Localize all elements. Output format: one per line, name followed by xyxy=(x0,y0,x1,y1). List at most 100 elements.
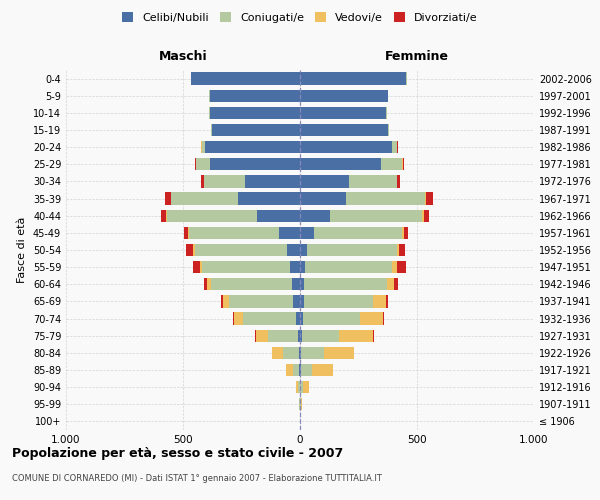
Bar xyxy=(400,244,404,256)
Bar xyxy=(300,192,346,204)
Bar xyxy=(299,364,300,376)
Bar xyxy=(194,244,287,256)
Bar xyxy=(238,192,300,204)
Bar xyxy=(204,176,245,188)
Bar xyxy=(302,330,339,342)
Bar xyxy=(394,278,398,290)
Text: Popolazione per età, sesso e stato civile - 2007: Popolazione per età, sesso e stato civil… xyxy=(12,448,343,460)
Bar xyxy=(397,176,400,188)
Bar xyxy=(307,244,397,256)
Bar xyxy=(339,330,373,342)
Bar xyxy=(330,210,422,222)
Bar xyxy=(304,296,373,308)
Bar xyxy=(200,261,202,274)
Bar xyxy=(287,244,300,256)
Bar xyxy=(296,381,298,394)
Bar xyxy=(300,176,349,188)
Bar xyxy=(167,210,257,222)
Bar xyxy=(402,158,403,170)
Bar xyxy=(189,226,279,239)
Bar xyxy=(304,278,387,290)
Bar xyxy=(205,141,300,154)
Bar xyxy=(193,261,200,274)
Bar xyxy=(223,296,229,308)
Bar xyxy=(300,244,307,256)
Bar xyxy=(186,244,193,256)
Text: Maschi: Maschi xyxy=(158,50,208,63)
Bar xyxy=(293,364,299,376)
Bar xyxy=(303,312,360,324)
Bar xyxy=(387,278,394,290)
Bar xyxy=(166,192,170,204)
Text: Femmine: Femmine xyxy=(385,50,449,63)
Bar xyxy=(386,106,387,119)
Bar xyxy=(211,278,292,290)
Bar xyxy=(300,312,303,324)
Bar xyxy=(373,296,386,308)
Bar xyxy=(426,192,433,204)
Bar xyxy=(382,158,402,170)
Bar xyxy=(397,261,406,274)
Bar xyxy=(383,312,384,324)
Bar xyxy=(283,346,299,359)
Bar xyxy=(296,312,300,324)
Bar xyxy=(388,124,389,136)
Bar xyxy=(272,346,283,359)
Bar xyxy=(166,210,167,222)
Bar xyxy=(293,296,300,308)
Bar xyxy=(404,226,408,239)
Bar xyxy=(170,192,172,204)
Bar xyxy=(209,106,210,119)
Bar xyxy=(301,364,312,376)
Bar xyxy=(301,346,324,359)
Bar xyxy=(300,261,305,274)
Bar xyxy=(202,141,205,154)
Bar xyxy=(210,158,300,170)
Bar xyxy=(422,210,424,222)
Bar xyxy=(300,158,382,170)
Bar xyxy=(300,141,392,154)
Bar xyxy=(312,364,332,376)
Bar xyxy=(346,192,425,204)
Bar xyxy=(300,210,330,222)
Bar xyxy=(402,226,404,239)
Bar xyxy=(301,381,303,394)
Bar xyxy=(204,278,207,290)
Bar xyxy=(300,364,301,376)
Bar xyxy=(245,176,300,188)
Bar xyxy=(193,244,194,256)
Bar xyxy=(201,176,203,188)
Bar xyxy=(300,124,388,136)
Bar xyxy=(256,330,268,342)
Bar xyxy=(172,192,238,204)
Bar xyxy=(279,226,300,239)
Bar xyxy=(303,381,310,394)
Bar xyxy=(202,261,290,274)
Bar xyxy=(207,278,211,290)
Bar xyxy=(221,296,223,308)
Bar xyxy=(424,210,429,222)
Bar xyxy=(300,226,314,239)
Bar xyxy=(292,278,300,290)
Bar xyxy=(425,192,426,204)
Y-axis label: Fasce di età: Fasce di età xyxy=(17,217,27,283)
Bar xyxy=(210,90,300,102)
Bar xyxy=(349,176,397,188)
Bar xyxy=(290,261,300,274)
Bar xyxy=(300,278,304,290)
Bar xyxy=(300,330,302,342)
Bar xyxy=(305,261,392,274)
Bar xyxy=(191,72,300,85)
Bar xyxy=(286,364,293,376)
Bar xyxy=(298,381,299,394)
Bar xyxy=(243,312,296,324)
Bar xyxy=(360,312,383,324)
Bar xyxy=(211,124,212,136)
Bar xyxy=(300,72,406,85)
Bar xyxy=(298,330,300,342)
Bar xyxy=(196,158,210,170)
Bar xyxy=(233,312,234,324)
Bar xyxy=(300,346,301,359)
Bar xyxy=(314,226,402,239)
Bar xyxy=(229,296,293,308)
